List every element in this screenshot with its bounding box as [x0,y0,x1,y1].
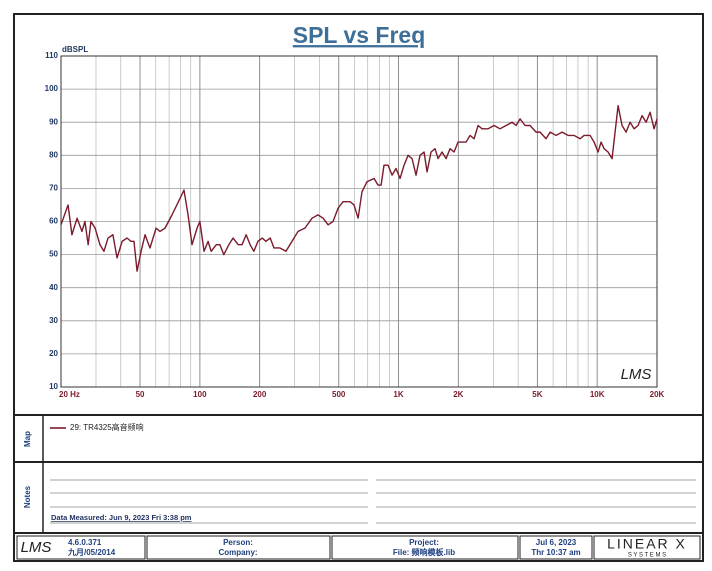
y-tick-label: 90 [49,117,58,126]
brand: LINEAR X [607,536,687,552]
note-text: Data Measured: Jun 9, 2023 Fri 3:38 pm [51,513,192,522]
x-tick-label: 200 [253,390,267,399]
build-date: 九月/05/2014 [67,547,116,557]
time: Thr 10:37 am [531,548,580,557]
brand-sub: S Y S T E M S [628,553,666,559]
x-tick-label: 20K [650,390,665,399]
footer-cells [16,535,701,560]
y-tick-label: 80 [49,150,58,159]
y-tick-label: 70 [49,184,58,193]
legend-label: 29: TR4325高音频响 [70,422,144,432]
x-tick-label: 100 [193,390,207,399]
y-axis-label: dBSPL [62,45,88,54]
note-lines [50,479,696,524]
version: 4.6.0.371 [68,538,102,547]
project: Project: [409,538,439,547]
company: Company: [218,548,257,557]
footer-logo: LMS [21,539,52,556]
x-tick-label: 1K [393,390,403,399]
y-tick-label: 30 [49,316,58,325]
y-tick-label: 40 [49,283,58,292]
x-tick-label: 500 [332,390,346,399]
y-tick-label: 20 [49,349,58,358]
y-tick-label: 110 [45,51,58,60]
person: Person: [223,538,253,547]
date: Jul 6, 2023 [536,538,577,547]
plot-border [60,55,658,388]
x-tick-label: 20 Hz [59,390,80,399]
series-line [60,104,658,272]
watermark: LMS [621,366,652,383]
panel-label: Notes [23,485,32,508]
x-tick-label: 10K [590,390,605,399]
x-tick-label: 2K [453,390,463,399]
x-tick-label: 50 [136,390,145,399]
file: File: 频响模板.lib [393,547,455,557]
y-tick-label: 60 [49,217,58,226]
x-tick-label: 5K [532,390,542,399]
panel-label: Map [23,431,32,447]
y-tick-label: 10 [49,382,58,391]
y-tick-label: 50 [49,250,58,259]
chart-title: SPL vs Freq [293,22,426,48]
y-tick-label: 100 [45,84,59,93]
